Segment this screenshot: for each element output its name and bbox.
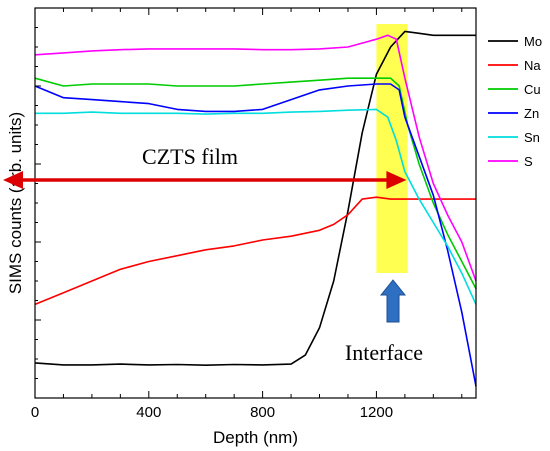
czts-film-double-arrow xyxy=(3,171,407,189)
interface-label: Interface xyxy=(345,340,423,365)
x-tick-label: 800 xyxy=(250,404,275,421)
series-line-zn xyxy=(34,83,477,387)
film-arrow-head-right xyxy=(386,171,407,189)
legend-label-mo: Mo xyxy=(524,34,542,49)
series-line-sn xyxy=(35,108,477,305)
legend: Mo Na Cu Zn Sn S xyxy=(488,34,542,169)
legend-label-na: Na xyxy=(524,58,541,73)
series-line-s xyxy=(34,34,477,282)
series-line-mo xyxy=(34,30,476,367)
interface-arrow xyxy=(379,279,407,323)
czts-film-label: CZTS film xyxy=(142,144,238,169)
legend-label-sn: Sn xyxy=(524,130,540,145)
series-line-cu xyxy=(34,77,477,290)
x-tick-label: 0 xyxy=(31,404,39,421)
y-axis-ticks xyxy=(35,27,41,379)
x-tick-label: 1200 xyxy=(360,404,393,421)
interface-highlight-band xyxy=(376,24,408,273)
series-lines xyxy=(34,30,477,387)
x-tick-label: 400 xyxy=(136,404,161,421)
series-line-na xyxy=(34,196,476,306)
legend-label-zn: Zn xyxy=(524,106,539,121)
y-axis-title: SIMS counts (arb. units) xyxy=(6,112,25,294)
x-axis-ticks: 0 400 800 1200 xyxy=(31,8,463,421)
legend-label-cu: Cu xyxy=(524,82,541,97)
film-arrow-head-left xyxy=(3,171,23,189)
legend-label-s: S xyxy=(524,154,533,169)
x-axis-title: Depth (nm) xyxy=(213,428,298,447)
